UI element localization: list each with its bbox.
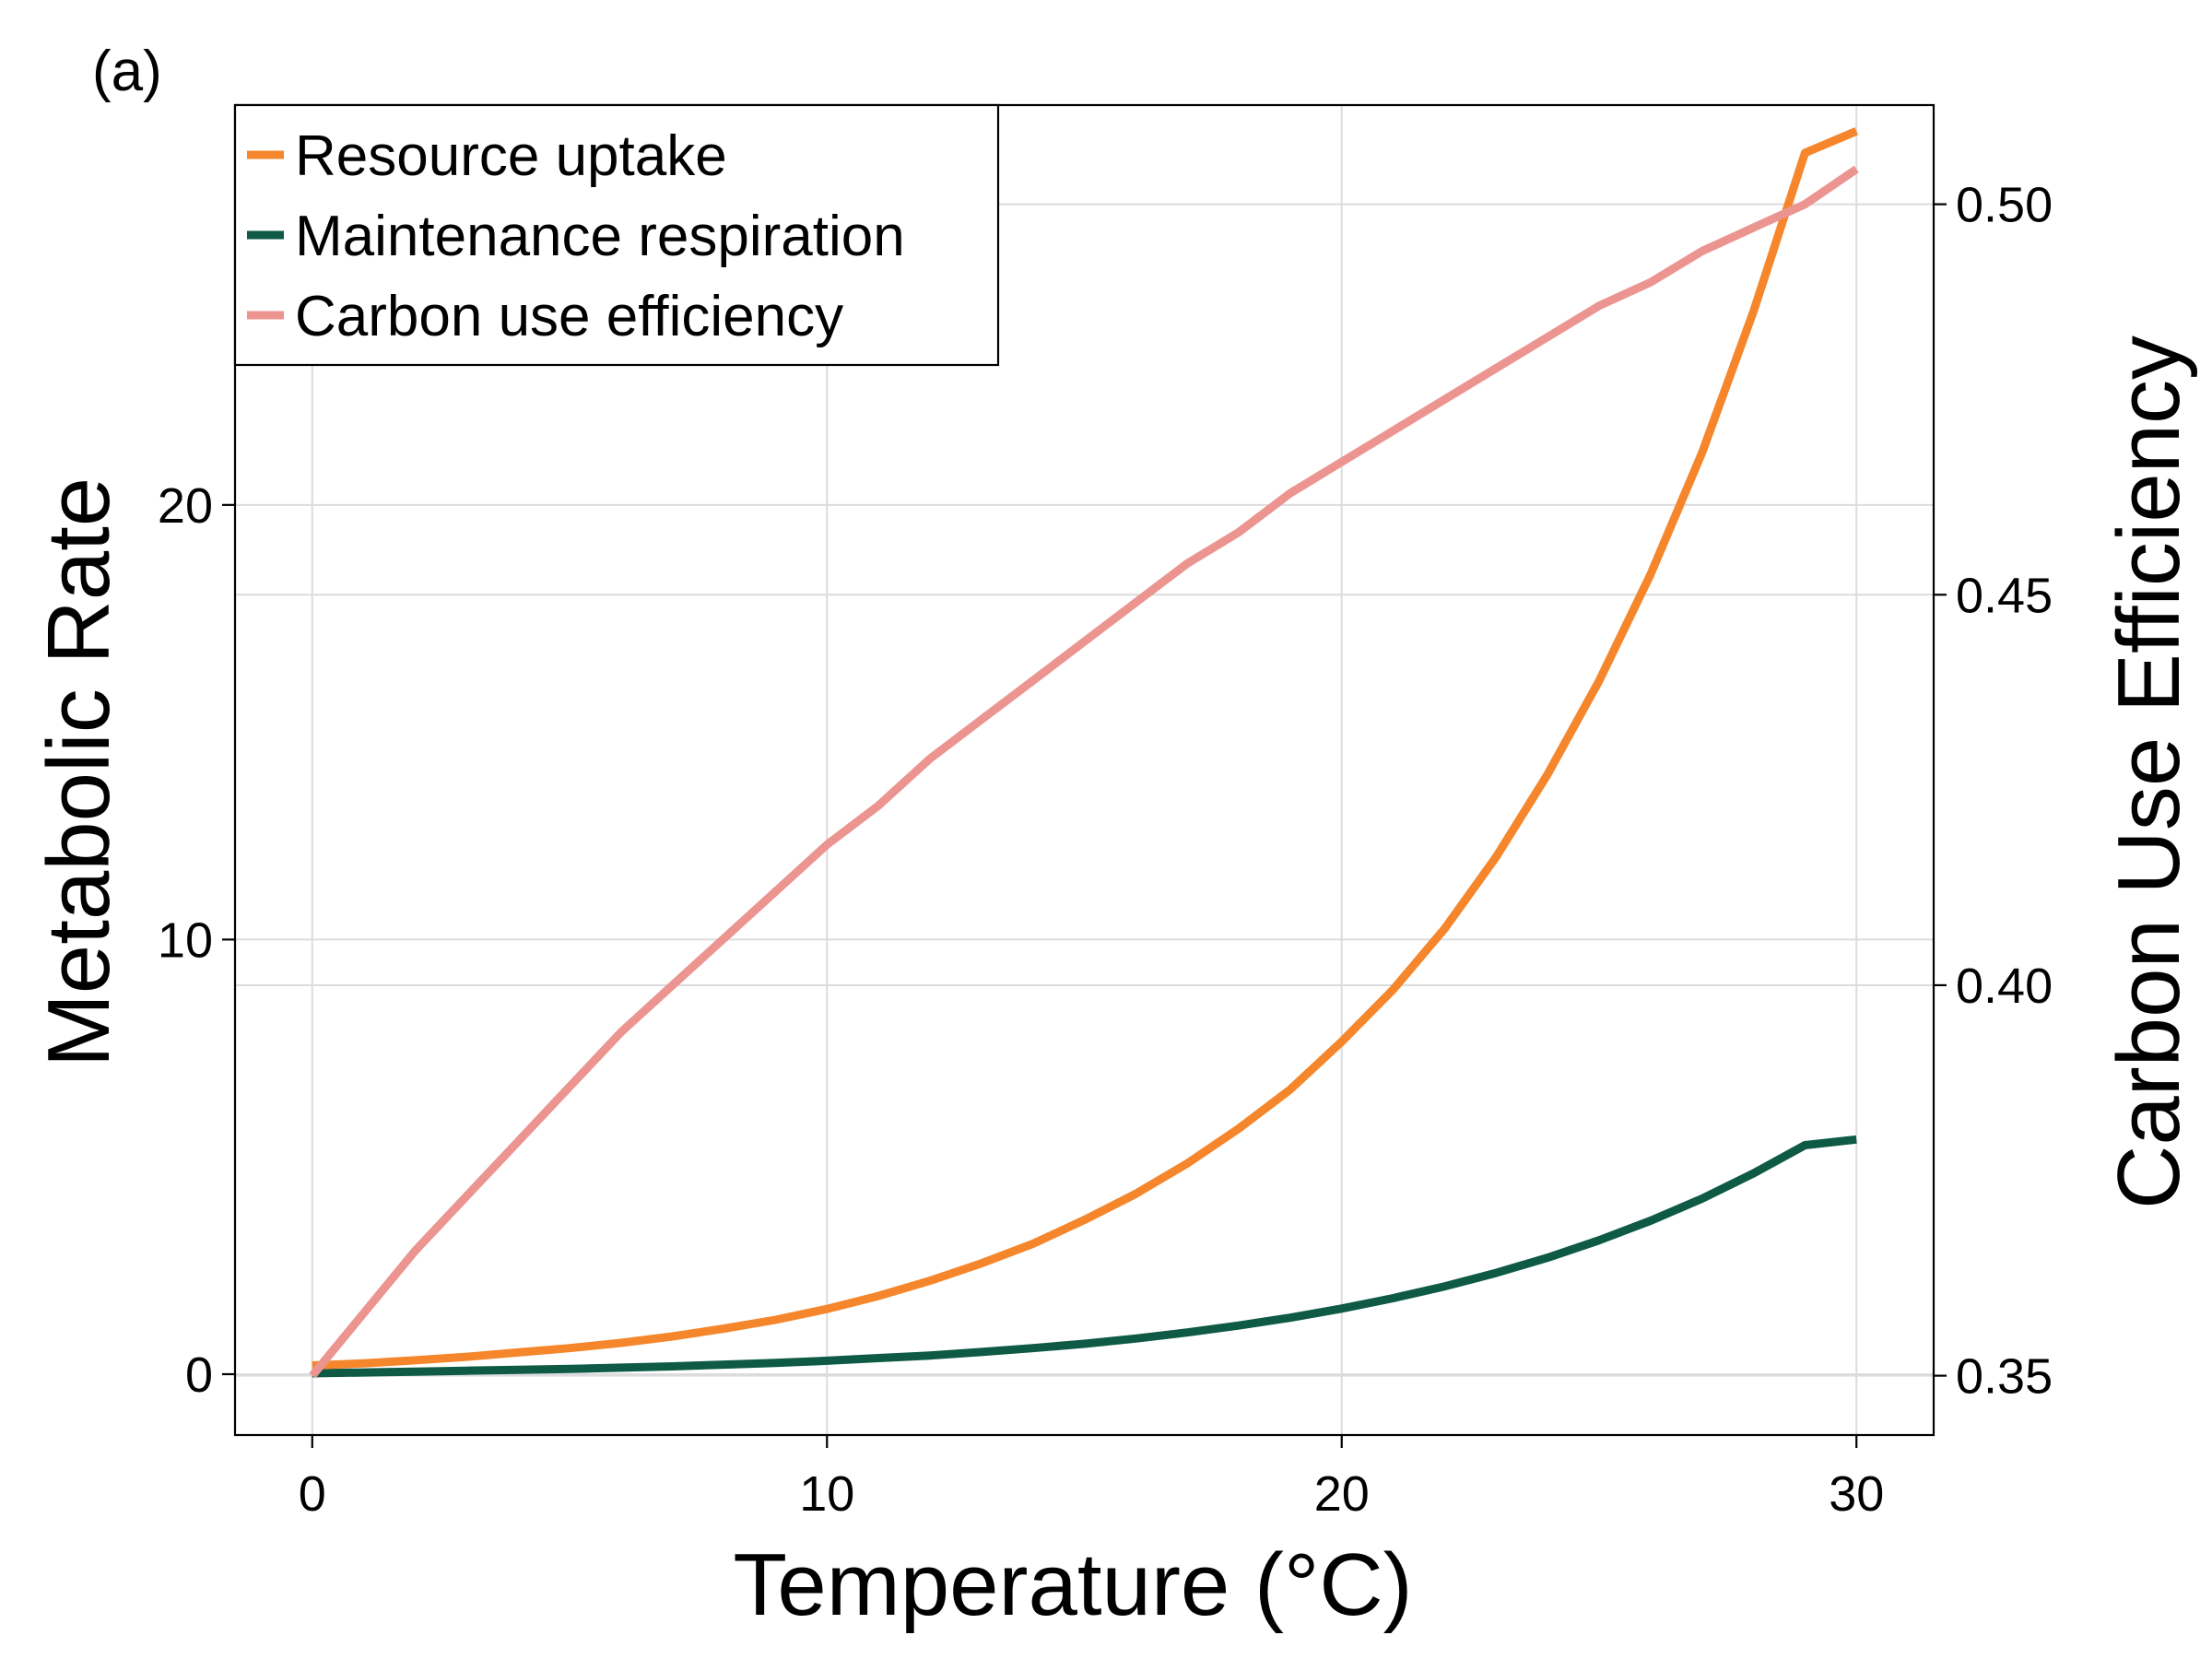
y2-tick-label: 0.50 (1956, 178, 2053, 233)
legend: Resource uptake Maintenance respiration Ca… (233, 103, 1000, 367)
legend-label: Carbon use efficiency (295, 285, 843, 348)
y2-tick-label: 0.45 (1956, 568, 2053, 623)
x-tick-label: 30 (1829, 1466, 1884, 1522)
y-tick-label: 20 (158, 478, 213, 534)
y-tick-label: 10 (158, 912, 213, 968)
x-axis-title: Temperature (°C) (733, 1535, 1412, 1634)
x-tick-label: 10 (799, 1466, 854, 1522)
y2-axis-title: Carbon Use Efficiency (2100, 335, 2198, 1209)
series-line-resource-uptake (312, 127, 1858, 1370)
y2-tick-label: 0.40 (1956, 959, 2053, 1014)
series-line-maintenance-respiration (312, 1135, 1857, 1378)
panel-label: (a) (92, 40, 162, 103)
legend-box (233, 103, 1000, 367)
series-line-carbon-use-efficiency (309, 165, 1859, 1379)
y2-tick-label: 0.35 (1956, 1349, 2053, 1405)
legend-label: Resource uptake (295, 124, 727, 188)
y-tick-label: 0 (185, 1347, 213, 1403)
y-axis-title: Metabolic Rate (29, 477, 128, 1067)
x-tick-label: 0 (299, 1466, 326, 1522)
legend-label: Maintenance respiration (295, 205, 905, 268)
ticks: 0 10 20 30 0 10 20 0.35 0.40 0.45 0.50 (158, 178, 2053, 1522)
series-lines (309, 127, 1859, 1379)
plot-frame (233, 103, 1936, 1437)
x-tick-label: 20 (1314, 1466, 1370, 1522)
